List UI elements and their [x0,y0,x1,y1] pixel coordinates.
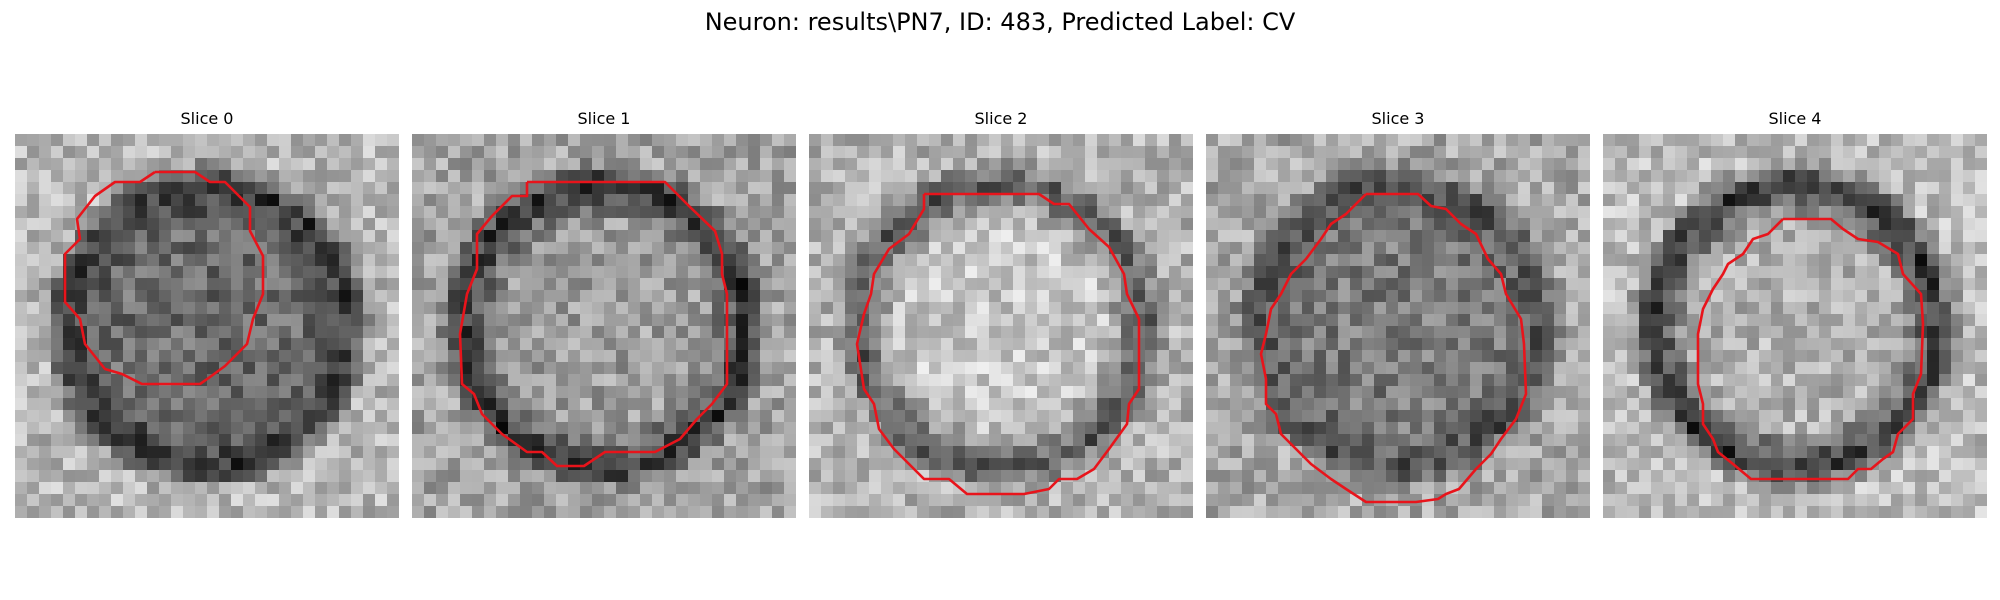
figure-title: Neuron: results\PN7, ID: 483, Predicted … [0,6,2000,38]
slice-0-pixels [15,134,399,518]
slice-0-image [15,134,399,518]
slice-4-title: Slice 4 [1603,108,1987,130]
slice-1-image [412,134,796,518]
slice-3-title: Slice 3 [1206,108,1590,130]
slice-1-pixels [412,134,796,518]
slice-1-title: Slice 1 [412,108,796,130]
slice-3-pixels [1206,134,1590,518]
slice-4-image [1603,134,1987,518]
slice-0-title: Slice 0 [15,108,399,130]
slice-2-pixels [809,134,1193,518]
slice-4-pixels [1603,134,1987,518]
slice-2-image [809,134,1193,518]
slice-2-title: Slice 2 [809,108,1193,130]
slice-3-image [1206,134,1590,518]
